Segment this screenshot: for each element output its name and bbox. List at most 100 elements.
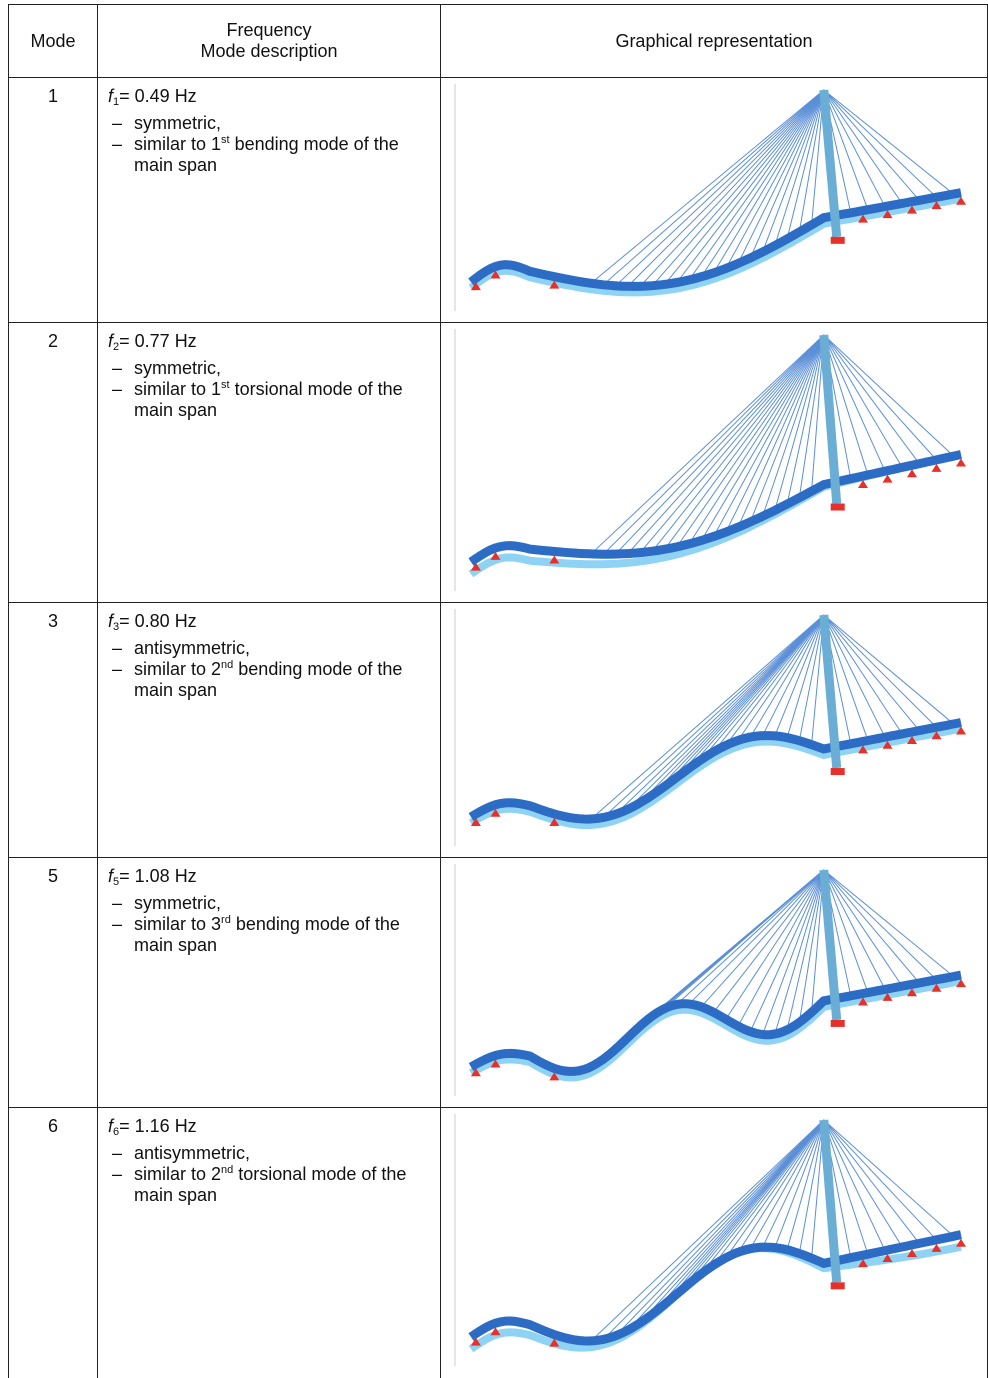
item-text: symmetric,: [134, 358, 221, 379]
bullet: –: [108, 358, 134, 379]
item-text: similar to 1st bending mode of the main …: [134, 134, 430, 176]
pylon-base: [831, 1282, 845, 1289]
text: similar to 1: [134, 379, 221, 399]
mode-number: 2: [9, 323, 98, 603]
bridge-mode-shape: [441, 603, 987, 852]
cable: [689, 335, 824, 544]
text: antisymmetric,: [134, 638, 250, 658]
graph-cell: [441, 1108, 988, 1378]
description-item: –antisymmetric,: [108, 1143, 430, 1164]
item-text: similar to 3rd bending mode of the main …: [134, 914, 430, 956]
frequency-value: = 1.16 Hz: [119, 1116, 197, 1136]
frequency-cell: f2= 0.77 Hz–symmetric,–similar to 1st to…: [98, 323, 441, 603]
cable: [726, 1120, 824, 1258]
bullet: –: [108, 893, 134, 914]
header-mode: Mode: [9, 5, 98, 78]
text: similar to 2: [134, 1164, 221, 1184]
item-text: symmetric,: [134, 113, 221, 134]
text: symmetric,: [134, 113, 221, 133]
cable: [726, 870, 824, 1019]
graph-cell: [441, 78, 988, 323]
cable: [824, 615, 937, 727]
frequency-cell: f5= 1.08 Hz–symmetric,–similar to 3rd be…: [98, 858, 441, 1108]
ordinal: rd: [221, 914, 231, 926]
frequency: f2= 0.77 Hz: [108, 331, 430, 358]
cable: [701, 335, 824, 540]
ordinal: nd: [221, 659, 233, 671]
table-body: 1f1= 0.49 Hz–symmetric,–similar to 1st b…: [9, 78, 988, 1378]
pylon-base: [831, 768, 845, 775]
frequency: f6= 1.16 Hz: [108, 1116, 430, 1143]
description-item: –similar to 2nd torsional mode of the ma…: [108, 1164, 430, 1206]
text: similar to 3: [134, 914, 221, 934]
frequency-cell: f6= 1.16 Hz–antisymmetric,–similar to 2n…: [98, 1108, 441, 1378]
bullet: –: [108, 113, 134, 134]
cable: [665, 335, 824, 549]
text: similar to 2: [134, 659, 221, 679]
deck: [471, 193, 961, 287]
cable: [677, 870, 824, 1004]
cable: [652, 335, 824, 551]
cable: [603, 90, 824, 285]
graph-cell: [441, 858, 988, 1108]
description-item: –symmetric,: [108, 358, 430, 379]
bullet: –: [108, 914, 134, 956]
bullet: –: [108, 379, 134, 421]
cable: [603, 615, 824, 817]
cable: [603, 335, 824, 554]
graph-cell: [441, 323, 988, 603]
pylon-base: [831, 504, 845, 511]
ordinal: nd: [221, 1164, 233, 1176]
bridge-mode-shape: [441, 78, 987, 317]
mode-number: 6: [9, 1108, 98, 1378]
header-graphic: Graphical representation: [441, 5, 988, 78]
frequency: f5= 1.08 Hz: [108, 866, 430, 893]
bridge-mode-shape: [441, 858, 987, 1102]
bridge-mode-shape: [441, 1108, 987, 1372]
description-item: –similar to 3rd bending mode of the main…: [108, 914, 430, 956]
bullet: –: [108, 659, 134, 701]
header-text: Mode description: [98, 41, 440, 62]
frequency-value: = 0.80 Hz: [119, 611, 197, 631]
cable: [628, 335, 824, 554]
bullet: –: [108, 1164, 134, 1206]
item-text: antisymmetric,: [134, 638, 250, 659]
description-item: –symmetric,: [108, 113, 430, 134]
bullet: –: [108, 134, 134, 176]
ordinal: st: [221, 379, 230, 391]
cable: [824, 615, 920, 731]
mode-row: 3f3= 0.80 Hz–antisymmetric,–similar to 2…: [9, 603, 988, 858]
pylon-base: [831, 1020, 845, 1027]
cable: [824, 1120, 920, 1243]
frequency-cell: f3= 0.80 Hz–antisymmetric,–similar to 2n…: [98, 603, 441, 858]
item-text: symmetric,: [134, 893, 221, 914]
description-item: –similar to 2nd bending mode of the main…: [108, 659, 430, 701]
cable: [824, 870, 937, 980]
pylon-base: [831, 237, 845, 244]
cable: [726, 615, 824, 745]
ordinal: st: [221, 134, 230, 146]
item-text: antisymmetric,: [134, 1143, 250, 1164]
description-item: –similar to 1st bending mode of the main…: [108, 134, 430, 176]
cable: [640, 615, 824, 803]
cable: [640, 1120, 824, 1323]
modes-table: Mode FrequencyMode description Graphical…: [8, 4, 988, 1378]
graph-cell: [441, 603, 988, 858]
bullet: –: [108, 1143, 134, 1164]
text: symmetric,: [134, 893, 221, 913]
frequency-value: = 0.49 Hz: [119, 86, 197, 106]
cable: [591, 1120, 824, 1341]
description-item: –symmetric,: [108, 893, 430, 914]
cable: [714, 335, 824, 537]
description-item: –antisymmetric,: [108, 638, 430, 659]
cable: [824, 870, 920, 983]
cable: [824, 335, 937, 460]
cable: [652, 90, 824, 286]
description-item: –similar to 1st torsional mode of the ma…: [108, 379, 430, 421]
cable: [591, 615, 824, 819]
frequency: f1= 0.49 Hz: [108, 86, 430, 113]
frequency-value: = 0.77 Hz: [119, 331, 197, 351]
mode-number: 3: [9, 603, 98, 858]
